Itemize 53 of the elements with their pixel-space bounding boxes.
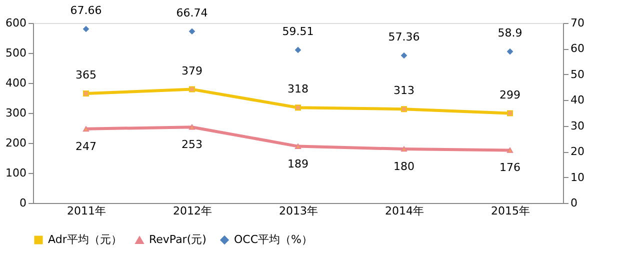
x-tick-label: 2013年	[279, 204, 318, 218]
legend-label: RevPar(元)	[149, 233, 206, 246]
y-tick-label: 500	[6, 46, 26, 60]
point	[188, 28, 196, 35]
data-label: 318	[288, 82, 308, 96]
legend-label: Adr平均（元）	[48, 232, 122, 246]
x-tick-label: 2014年	[385, 204, 424, 218]
point	[295, 144, 301, 149]
data-label: 189	[288, 157, 308, 170]
y2-tick-label: 50	[570, 68, 584, 81]
data-label: 253	[182, 138, 202, 152]
point	[189, 124, 195, 130]
point	[401, 146, 407, 152]
y-tick-label: 200	[6, 136, 26, 150]
data-label: 58.9	[498, 26, 522, 40]
point	[189, 86, 195, 92]
y-tick-label: 0	[20, 196, 26, 210]
point	[83, 126, 89, 132]
data-label: 176	[500, 161, 520, 174]
x-tick-label: 2015年	[491, 204, 530, 218]
point	[401, 106, 407, 112]
point	[295, 104, 301, 111]
y2-tick-label: 30	[570, 119, 584, 132]
y2-tick-label: 60	[570, 42, 584, 56]
data-label: 66.74	[176, 6, 208, 20]
y-tick-label: 600	[6, 16, 26, 30]
point	[400, 52, 408, 59]
data-label: 379	[182, 64, 202, 78]
data-label: 247	[76, 140, 96, 153]
data-label: 57.36	[388, 30, 420, 44]
y2-tick-label: 20	[570, 145, 584, 158]
y-tick-label: 300	[6, 106, 26, 120]
data-label: 180	[394, 160, 414, 173]
y-tick-label: 100	[6, 166, 26, 180]
data-label: 313	[394, 84, 414, 98]
data-label: 59.51	[282, 24, 314, 38]
point	[506, 48, 514, 55]
y-tick-label: 400	[6, 76, 26, 90]
point	[83, 90, 89, 96]
y2-tick-label: 10	[570, 170, 584, 184]
data-label: 365	[76, 68, 96, 82]
data-label: 67.66	[70, 4, 102, 18]
x-tick-label: 2011年	[67, 204, 106, 218]
legend-label: OCC平均（%）	[234, 232, 312, 246]
y2-tick-label: 0	[570, 196, 578, 210]
y2-tick-label: 70	[570, 16, 584, 30]
data-label: 299	[500, 88, 520, 102]
x-tick-label: 2012年	[173, 204, 212, 218]
y2-tick-label: 40	[570, 94, 584, 107]
point	[82, 26, 90, 32]
point	[507, 110, 513, 116]
point	[294, 46, 302, 54]
point	[507, 148, 513, 153]
